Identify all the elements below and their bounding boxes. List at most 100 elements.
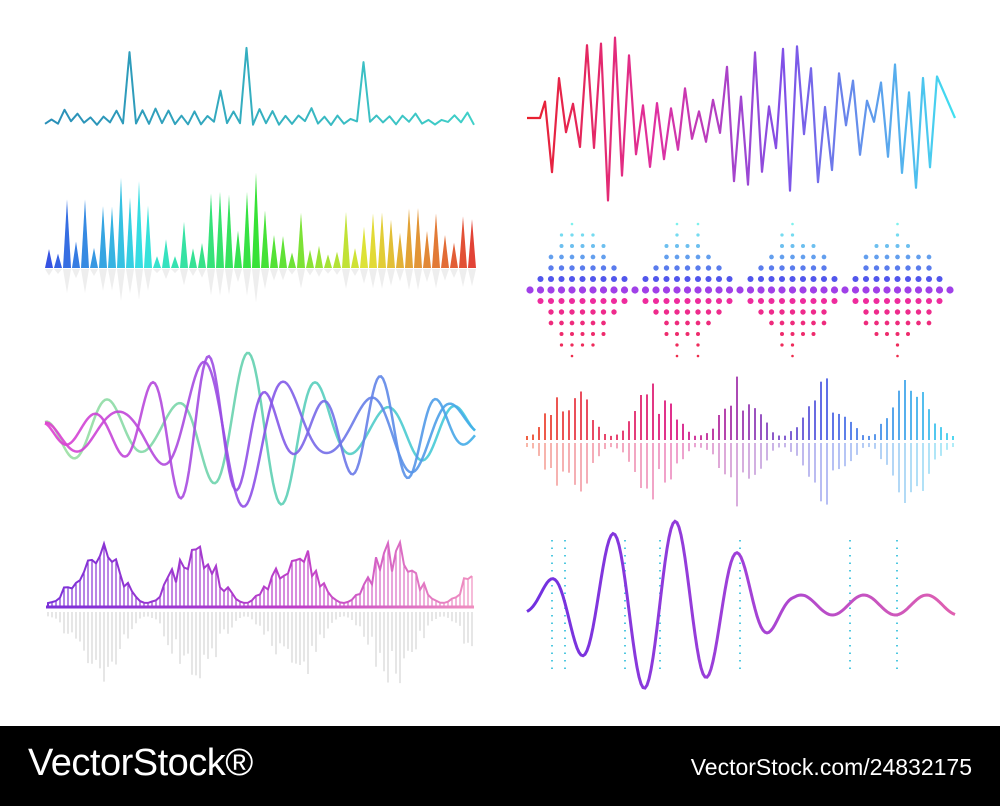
dot [895, 332, 900, 336]
dot [580, 343, 585, 347]
dot [537, 297, 544, 305]
dot [696, 332, 700, 336]
spike [315, 245, 323, 268]
dot [537, 275, 544, 283]
dot [810, 309, 817, 315]
dot [715, 275, 723, 283]
dot [830, 286, 839, 294]
dot [610, 286, 618, 294]
spike [396, 232, 404, 268]
dot [589, 297, 597, 305]
dot [569, 265, 575, 271]
spike-reflection [270, 269, 278, 281]
dot [674, 265, 680, 271]
dot [664, 254, 669, 260]
dot [873, 265, 880, 271]
dot [885, 244, 889, 248]
spike [117, 177, 125, 268]
spike-reflection [279, 269, 287, 281]
dot [559, 233, 564, 237]
dot [916, 254, 921, 260]
dot [570, 244, 574, 248]
dot [915, 309, 922, 315]
spike-reflection [180, 269, 188, 286]
waveform-artwork [44, 36, 957, 690]
spike-reflection [405, 269, 413, 290]
dot [789, 275, 796, 283]
dot [611, 265, 617, 271]
dot [600, 265, 607, 271]
dot [894, 265, 901, 271]
dot [811, 320, 816, 326]
spike-reflection [234, 269, 242, 283]
dot [851, 286, 860, 294]
dot [673, 297, 681, 305]
spike [108, 206, 116, 268]
dot [821, 265, 827, 271]
dot [716, 309, 722, 315]
dot [557, 286, 566, 294]
dot [685, 244, 690, 248]
dot [526, 286, 534, 294]
spike-reflection [108, 269, 116, 291]
dot [925, 297, 933, 305]
spike-reflection [162, 269, 170, 280]
dot [884, 254, 890, 260]
spike-reflection [135, 269, 143, 300]
dot [696, 343, 700, 347]
dot [862, 286, 870, 294]
dot [580, 244, 585, 248]
spike [153, 256, 161, 268]
dot [904, 286, 912, 294]
dot [862, 297, 870, 305]
dot [591, 332, 595, 336]
dot [810, 275, 817, 283]
dot [915, 265, 922, 271]
dot [570, 233, 574, 237]
spike [441, 234, 449, 268]
dot [801, 244, 805, 248]
spike [99, 206, 107, 268]
dot [915, 275, 922, 283]
dot [675, 222, 679, 226]
spike-reflection [396, 269, 404, 282]
dot [926, 265, 932, 271]
dot [684, 297, 691, 305]
dot [600, 275, 607, 283]
dot [570, 343, 574, 347]
dot [874, 244, 879, 248]
dot [757, 286, 765, 294]
dot [548, 254, 554, 260]
spike-reflection [144, 269, 152, 291]
dot [768, 297, 775, 305]
spike-reflection [459, 269, 467, 288]
dot [653, 265, 659, 271]
dot [559, 320, 564, 326]
dot [788, 286, 797, 294]
dot [894, 309, 901, 315]
spike-reflection [72, 269, 80, 279]
spike [198, 243, 206, 268]
dot [694, 286, 702, 294]
dot [695, 309, 701, 315]
spike-reflection [216, 269, 224, 296]
dot [820, 275, 828, 283]
spike [243, 191, 251, 268]
spike [54, 253, 62, 268]
dot [831, 297, 838, 305]
brand: VectorStock® [28, 742, 253, 784]
spike [333, 251, 341, 268]
dot [789, 297, 796, 305]
dot [558, 265, 565, 271]
spike-reflection [342, 269, 350, 289]
dot [591, 233, 595, 237]
dot [893, 286, 902, 294]
dot [600, 297, 607, 305]
spike-reflection [243, 269, 251, 296]
dot [757, 275, 765, 283]
dot [569, 254, 575, 260]
spike-reflection [369, 269, 377, 289]
dot [883, 297, 891, 305]
spectrum-outline [47, 538, 473, 607]
dot [536, 286, 545, 294]
